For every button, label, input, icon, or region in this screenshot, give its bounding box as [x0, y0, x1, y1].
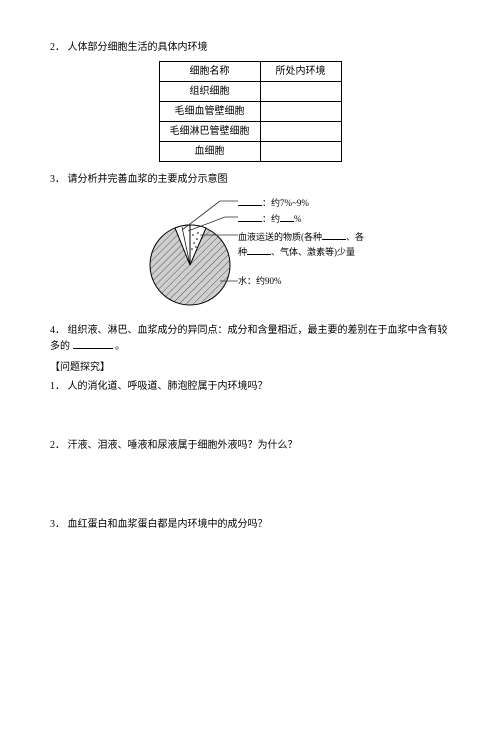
chart-label-4: 水：约90%	[238, 275, 282, 289]
p3-number: 3．	[50, 519, 65, 530]
section-title: 【问题探究】	[50, 360, 450, 375]
chart-label-2: ：约%	[238, 211, 302, 227]
p2-text: 汗液、泪液、唾液和尿液属于细胞外液吗？为什么？	[68, 440, 298, 451]
table-row: 细胞名称 所处内环境	[159, 62, 341, 82]
p1-text: 人的消化道、呼吸道、肺泡腔属于内环境吗？	[68, 381, 268, 392]
cell-r3-env	[260, 122, 341, 142]
cell-header-env: 所处内环境	[260, 62, 341, 82]
table-row: 毛细淋巴管壁细胞	[159, 122, 341, 142]
q3-line: 3． 请分析并完善血浆的主要成分示意图	[50, 172, 450, 187]
lbl2-prefix: ：约	[262, 214, 280, 224]
blank-protein	[238, 195, 262, 206]
blank-2b	[280, 211, 294, 222]
lbl3-b: 、各	[346, 232, 364, 242]
cell-r4-name: 血细胞	[159, 142, 260, 162]
q2-line: 2． 人体部分细胞生活的具体内环境	[50, 40, 450, 55]
p2-line: 2． 汗液、泪液、唾液和尿液属于细胞外液吗？为什么？	[50, 438, 450, 453]
q2-number: 2．	[50, 42, 65, 53]
p3-text: 血红蛋白和血浆蛋白都是内环境中的成分吗？	[68, 519, 268, 530]
q3-number: 3．	[50, 174, 65, 185]
plasma-pie-chart: ：约7%~9% ：约% 血液运送的物质(各种 、各 种 、气体、激素等)少量 水：约…	[120, 193, 380, 313]
lbl2-suffix: %	[294, 214, 302, 224]
answer-space-1	[50, 400, 450, 438]
chart-label-3: 血液运送的物质(各种 、各 种 、气体、激素等)少量	[238, 229, 388, 258]
cell-r2-env	[260, 102, 341, 122]
p3-line: 3． 血红蛋白和血浆蛋白都是内环境中的成分吗？	[50, 517, 450, 532]
q2-table: 细胞名称 所处内环境 组织细胞 毛细血管壁细胞 毛细淋巴管壁细胞 血细胞	[159, 61, 342, 162]
table-row: 组织细胞	[159, 82, 341, 102]
chart-label-1: ：约7%~9%	[238, 195, 309, 211]
lbl4: 水：约90%	[238, 276, 282, 286]
p1-number: 1．	[50, 381, 65, 392]
q4-number: 4．	[50, 325, 65, 336]
q3-text: 请分析并完善血浆的主要成分示意图	[68, 174, 228, 185]
q4-blank	[73, 338, 113, 349]
lbl1-suffix: ：约7%~9%	[262, 198, 309, 208]
p2-number: 2．	[50, 440, 65, 451]
answer-space-2	[50, 459, 450, 517]
cell-r3-name: 毛细淋巴管壁细胞	[159, 122, 260, 142]
table-row: 血细胞	[159, 142, 341, 162]
q4-line: 4． 组织液、淋巴、血浆成分的异同点：成分和含量相近，最主要的差别在于血浆中含有…	[50, 323, 450, 354]
blank-3b	[247, 244, 271, 255]
cell-r2-name: 毛细血管壁细胞	[159, 102, 260, 122]
table-row: 毛细血管壁细胞	[159, 102, 341, 122]
lbl3-d: 、气体、激素等)少量	[271, 247, 355, 257]
cell-r1-name: 组织细胞	[159, 82, 260, 102]
cell-header-name: 细胞名称	[159, 62, 260, 82]
worksheet-page: 2． 人体部分细胞生活的具体内环境 细胞名称 所处内环境 组织细胞 毛细血管壁细…	[0, 0, 500, 739]
q4-text-b: 。	[115, 341, 125, 352]
p1-line: 1． 人的消化道、呼吸道、肺泡腔属于内环境吗？	[50, 379, 450, 394]
cell-r1-env	[260, 82, 341, 102]
cell-r4-env	[260, 142, 341, 162]
lbl3-a: 血液运送的物质(各种	[238, 232, 322, 242]
q2-text: 人体部分细胞生活的具体内环境	[68, 42, 208, 53]
lbl3-c: 种	[238, 247, 247, 257]
blank-3a	[322, 229, 346, 240]
blank-2a	[238, 211, 262, 222]
